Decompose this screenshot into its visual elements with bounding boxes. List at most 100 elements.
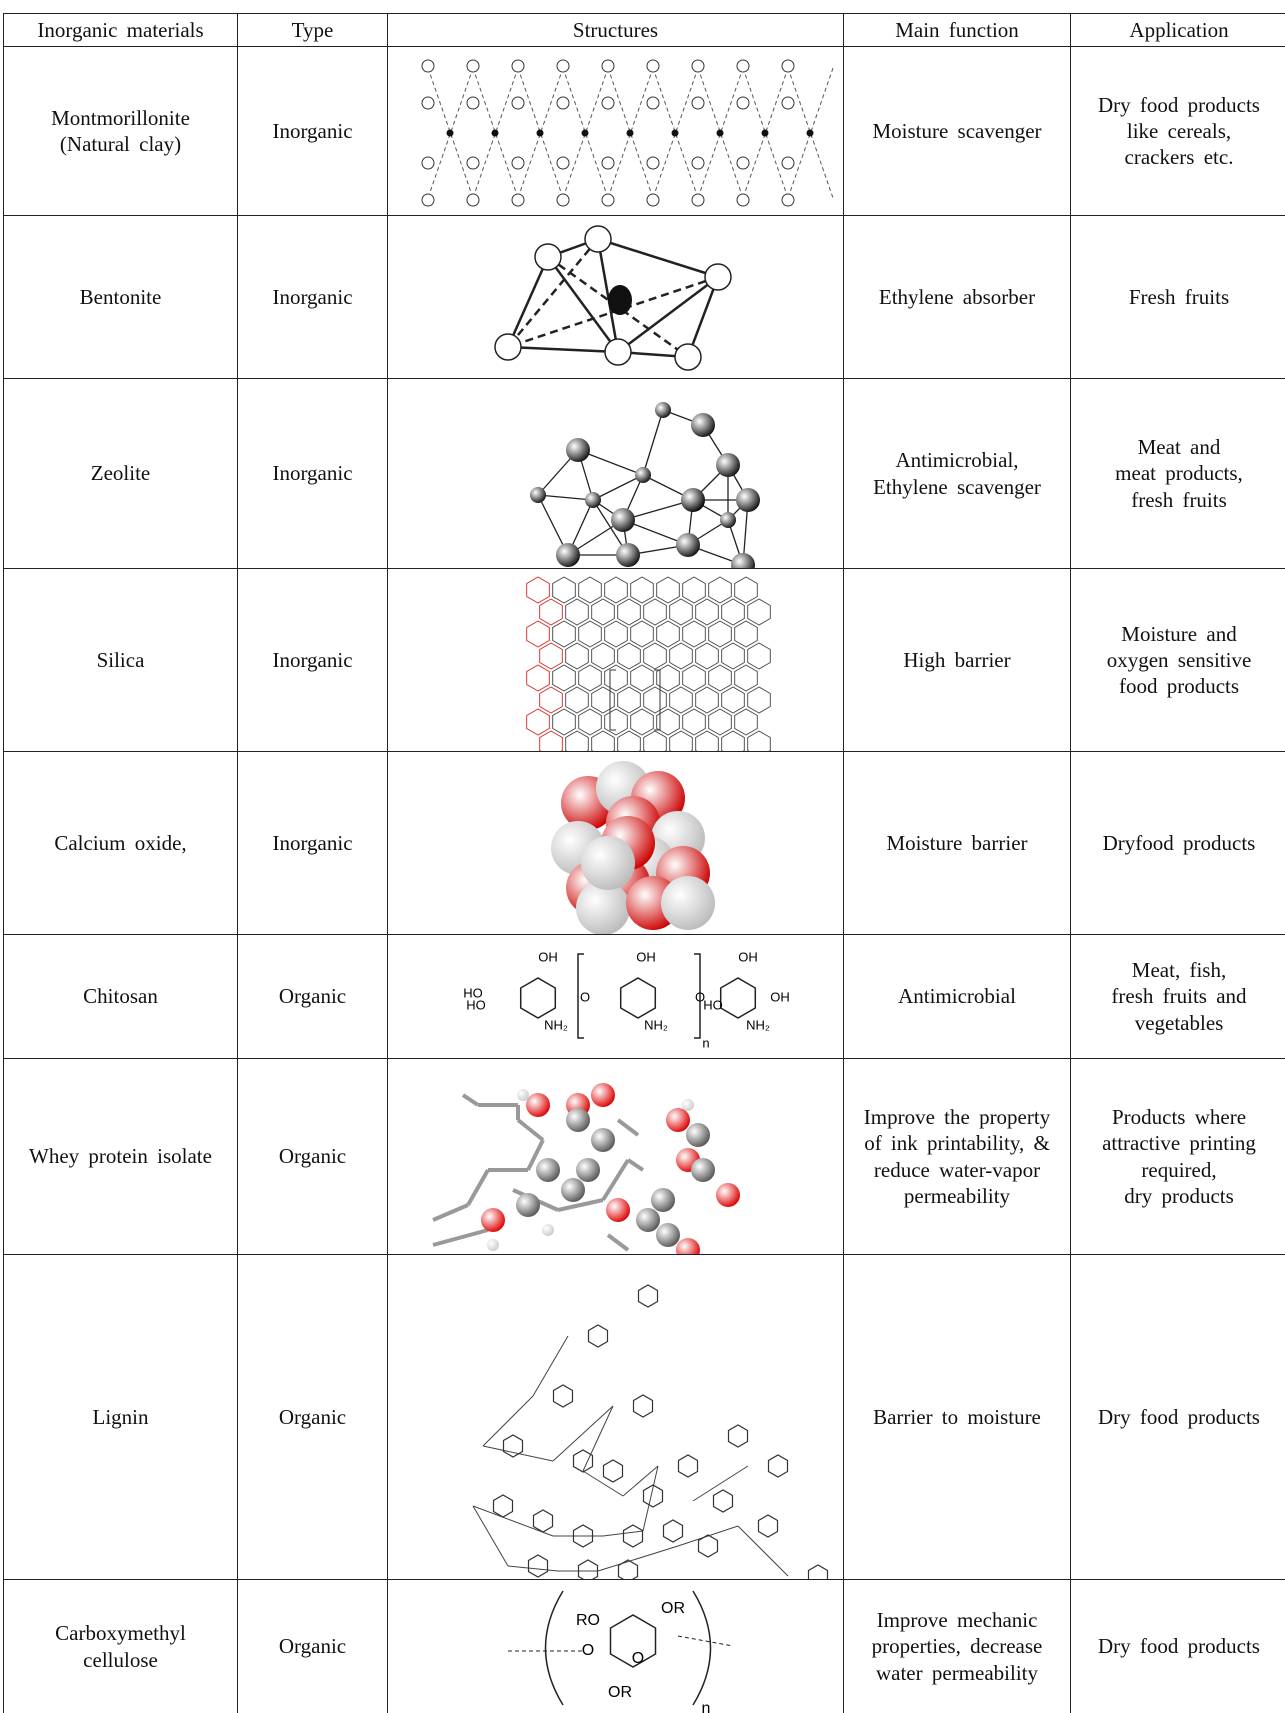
structure-drawing xyxy=(526,575,771,751)
structure-shape xyxy=(637,1283,659,1308)
materials-table: Inorganic materials Type Structures Main fu… xyxy=(3,13,1285,1713)
structure-shape xyxy=(643,597,667,626)
structure-label: O xyxy=(695,989,705,1004)
structure-shape xyxy=(562,67,609,198)
structure-shape xyxy=(697,67,744,198)
structure-shape xyxy=(591,1082,615,1107)
structure-label: HO xyxy=(703,997,723,1012)
structure-shape xyxy=(539,641,563,670)
structure-shape xyxy=(566,1107,590,1132)
structure-shape xyxy=(630,663,654,692)
structure-shape xyxy=(576,1157,600,1182)
structure-shape xyxy=(734,575,758,604)
structure-shape xyxy=(512,1520,554,1536)
structure-label: NH₂ xyxy=(544,1017,568,1032)
structure-shape xyxy=(695,597,719,626)
structure-shape xyxy=(556,193,570,206)
structure-shape xyxy=(606,1197,630,1222)
structure-cell: RO OR O O OR n xyxy=(387,1579,844,1713)
structure-shape xyxy=(601,1158,630,1201)
structure-shape xyxy=(526,575,550,604)
structure-shape xyxy=(472,1505,509,1566)
material-cell: Montmorillonite (Natural clay) xyxy=(3,46,238,216)
structure-shape xyxy=(461,1092,480,1107)
application-cell: Dryfood products xyxy=(1070,751,1285,935)
structure-label: O xyxy=(580,989,590,1004)
structure-shape xyxy=(787,67,834,198)
structure-shape xyxy=(432,1202,469,1222)
structure-shape xyxy=(609,1613,657,1668)
application-cell: Dry food products xyxy=(1070,1254,1285,1580)
type-cell: Inorganic xyxy=(237,46,388,216)
structure-shape xyxy=(601,96,615,109)
structure-shape xyxy=(716,129,724,136)
structure-shape xyxy=(466,96,480,109)
structure-shape xyxy=(591,641,615,670)
structure-shape xyxy=(597,237,719,278)
structure-shape xyxy=(542,1223,554,1236)
structure-shape xyxy=(565,729,589,751)
structure-shape xyxy=(652,67,699,198)
structure-shape xyxy=(421,59,435,72)
table-row: Montmorillonite (Natural clay) Inorganic M… xyxy=(3,46,1285,216)
structure-shape xyxy=(492,1493,514,1518)
structure-shape xyxy=(432,1227,489,1247)
structure-shape xyxy=(517,1088,529,1101)
structure-shape xyxy=(736,96,750,109)
structure-drawing xyxy=(551,760,715,934)
structure-shape xyxy=(544,1590,712,1705)
structure-shape xyxy=(578,707,602,736)
structure-cell xyxy=(387,1254,844,1580)
structure-shape xyxy=(466,1168,490,1206)
material-cell: Carboxymethyl cellulose xyxy=(3,1579,238,1713)
structure-shape xyxy=(491,129,499,136)
structure-shape xyxy=(682,575,706,604)
structure-shape xyxy=(578,663,602,692)
structure-shape xyxy=(642,1483,664,1508)
structure-shape xyxy=(607,67,654,198)
structure-shape xyxy=(721,641,745,670)
function-cell: Antimicrobial, Ethylene scavenger xyxy=(843,378,1071,569)
structure-shape xyxy=(511,59,525,72)
structure-label: NH₂ xyxy=(746,1017,770,1032)
structure-shape xyxy=(565,641,589,670)
structure-shape xyxy=(781,156,795,169)
structure-label: n xyxy=(702,1035,709,1050)
structure-shape xyxy=(472,1505,514,1521)
structure-shape xyxy=(619,976,657,1019)
structure-shape xyxy=(562,67,609,198)
structure-shape xyxy=(527,1553,549,1578)
structure-shape xyxy=(736,156,750,169)
structure-shape xyxy=(737,1525,789,1576)
application-cell: Dry food products like cereals, crackers… xyxy=(1070,46,1285,216)
structure-shape xyxy=(604,337,632,366)
structure-shape xyxy=(656,1222,680,1247)
structure-shape xyxy=(532,1508,554,1533)
structure-shape xyxy=(682,619,706,648)
structure-shape xyxy=(617,1558,639,1579)
structure-shape xyxy=(757,1513,779,1538)
structure-shape xyxy=(677,1453,699,1478)
structure-shape xyxy=(466,156,480,169)
structure-shape xyxy=(617,275,719,353)
structure-shape xyxy=(727,1423,749,1448)
type-cell: Organic xyxy=(237,1579,388,1713)
structure-label: NH₂ xyxy=(644,1017,668,1032)
structure-label: n xyxy=(702,1700,711,1713)
structure-shape xyxy=(511,96,525,109)
structure-shape xyxy=(708,575,732,604)
structure-shape xyxy=(601,193,615,206)
structure-shape xyxy=(682,707,706,736)
structure-shape xyxy=(526,663,550,692)
type-cell: Inorganic xyxy=(237,568,388,752)
structure-drawing xyxy=(432,1082,740,1254)
structure-shape xyxy=(646,59,660,72)
structure-shape xyxy=(695,641,719,670)
structure-shape xyxy=(584,224,612,253)
structure-cell xyxy=(387,568,844,752)
structure-shape xyxy=(656,619,680,648)
structure-shape xyxy=(552,1383,574,1408)
structure-shape xyxy=(686,276,720,357)
application-cell: Dry food products xyxy=(1070,1579,1285,1713)
